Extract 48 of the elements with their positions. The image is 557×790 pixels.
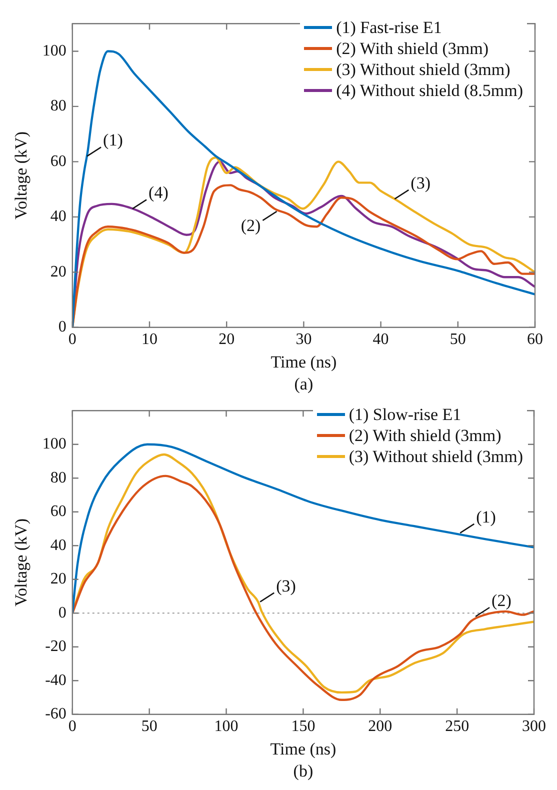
annotation: (4) xyxy=(148,183,168,202)
y-tick-label: 0 xyxy=(58,318,66,336)
legend-label: (3) Without shield (3mm) xyxy=(336,59,510,80)
x-axis-title: Time (ns) xyxy=(270,739,336,758)
annotation: (3) xyxy=(410,173,431,192)
annotation: (1) xyxy=(103,130,123,150)
y-tick-label: 20 xyxy=(50,570,66,588)
y-tick-label: -60 xyxy=(45,706,66,723)
legend-label: (2) With shield (3mm) xyxy=(348,425,502,446)
y-tick-label: 100 xyxy=(42,436,66,453)
annotation: (2) xyxy=(492,590,512,610)
y-tick-label: 0 xyxy=(58,604,66,622)
annotation: (1) xyxy=(476,507,496,526)
x-tick-label: 30 xyxy=(296,331,312,348)
x-tick-label: 250 xyxy=(445,718,470,736)
x-tick-label: 40 xyxy=(372,331,389,348)
annotation: (2) xyxy=(240,216,261,235)
y-tick-label: 80 xyxy=(50,98,66,115)
annotation: (3) xyxy=(276,576,296,596)
legend-label: (4) Without shield (8.5mm) xyxy=(336,80,523,101)
y-axis-title: Voltage (kV) xyxy=(12,518,31,606)
line-series xyxy=(72,443,534,614)
x-tick-label: 60 xyxy=(527,331,543,348)
text: (a) xyxy=(294,374,314,394)
y-tick-label: 40 xyxy=(50,208,66,226)
x-axis-title: Time (ns) xyxy=(270,352,337,372)
y-tick-label: 80 xyxy=(50,469,66,486)
x-tick-label: 10 xyxy=(142,331,158,348)
x-tick-label: 50 xyxy=(141,718,158,736)
x-tick-label: 200 xyxy=(368,718,392,736)
x-tick-label: 150 xyxy=(291,718,316,736)
text: (b) xyxy=(293,761,314,780)
x-tick-label: 100 xyxy=(214,718,238,736)
y-tick-label: 100 xyxy=(42,42,66,60)
legend-label: (1) Slow-rise E1 xyxy=(348,404,462,425)
y-tick-label: 20 xyxy=(50,263,66,280)
y-tick-label: 60 xyxy=(50,503,66,520)
y-tick-label: -40 xyxy=(45,672,66,689)
legend-label: (3) Without shield (3mm) xyxy=(348,446,523,467)
x-tick-label: 50 xyxy=(450,331,466,348)
legend-label: (2) With shield (3mm) xyxy=(336,38,489,59)
y-tick-label: -20 xyxy=(45,638,66,656)
legend-label: (1) Fast-rise E1 xyxy=(336,17,442,38)
y-tick-label: 40 xyxy=(50,536,66,554)
y-axis-title: Voltage (kV) xyxy=(12,132,31,220)
x-tick-label: 20 xyxy=(218,331,235,348)
y-tick-label: 60 xyxy=(50,152,66,170)
x-tick-label: 300 xyxy=(522,718,546,736)
